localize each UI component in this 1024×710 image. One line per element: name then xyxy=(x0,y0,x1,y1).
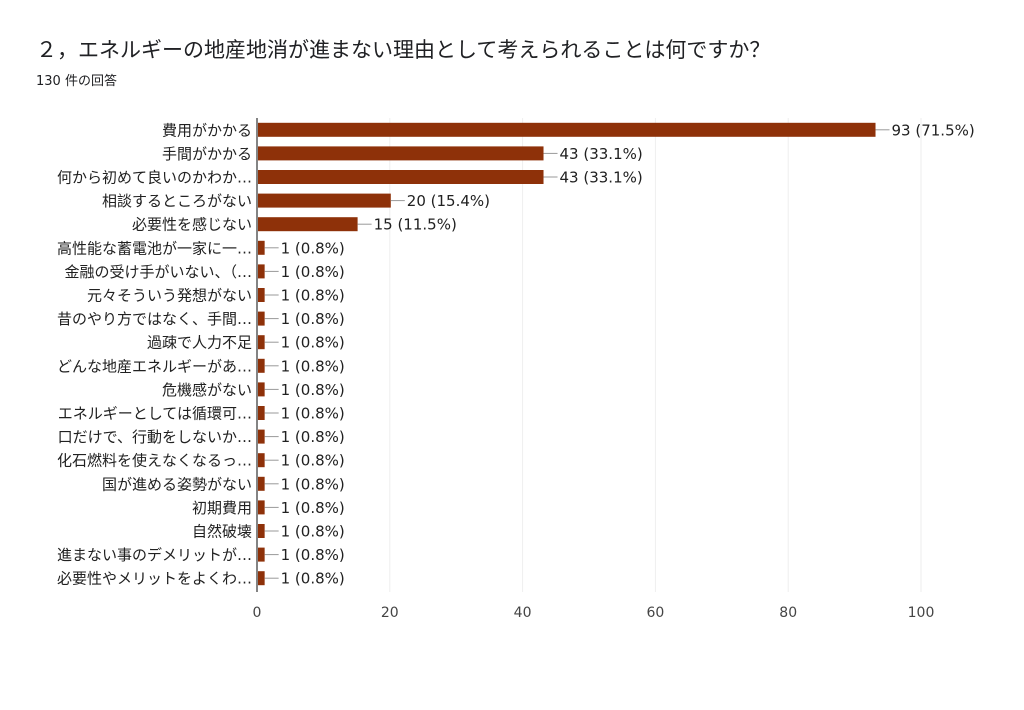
category-label: 手間がかかる xyxy=(162,145,252,163)
value-label: 1 (0.8%) xyxy=(281,334,345,352)
x-tick-labels: 0 20 40 60 80 100 xyxy=(253,605,935,621)
bar xyxy=(258,217,358,232)
bar xyxy=(258,193,391,208)
category-label: 初期費用 xyxy=(192,499,252,517)
x-tick-label: 60 xyxy=(646,605,664,621)
value-label: 1 (0.8%) xyxy=(281,546,345,564)
grid-lines xyxy=(389,118,922,592)
value-label: 1 (0.8%) xyxy=(281,405,345,423)
bars xyxy=(258,122,876,586)
value-label: 1 (0.8%) xyxy=(281,570,345,588)
bar xyxy=(258,170,544,184)
category-label: 昔のやり方ではなく、手間… xyxy=(57,310,252,328)
value-label: 1 (0.8%) xyxy=(281,239,345,257)
bar xyxy=(258,264,265,279)
value-label: 15 (11.5%) xyxy=(374,216,457,234)
value-label: 93 (71.5%) xyxy=(892,121,975,139)
bar xyxy=(258,571,265,586)
bar xyxy=(258,311,265,326)
category-label: 必要性を感じない xyxy=(132,216,252,234)
value-label: 1 (0.8%) xyxy=(281,475,345,493)
category-label: 何から初めて良いのかわか… xyxy=(57,169,252,187)
bar xyxy=(258,358,265,373)
category-label: どんな地産エネルギーがあ… xyxy=(57,357,252,375)
value-label: 1 (0.8%) xyxy=(281,357,345,375)
bar xyxy=(258,240,265,255)
bar xyxy=(258,382,265,397)
category-label: 進まない事のデメリットが… xyxy=(57,546,252,564)
bar xyxy=(258,429,265,444)
category-label: 危機感がない xyxy=(162,381,252,399)
x-tick-label: 100 xyxy=(908,605,935,621)
bar xyxy=(258,146,544,161)
value-label: 1 (0.8%) xyxy=(281,523,345,541)
bar xyxy=(258,547,265,562)
x-tick-label: 20 xyxy=(381,605,399,621)
bar xyxy=(258,524,265,538)
category-label: 自然破壊 xyxy=(192,523,252,541)
bar xyxy=(258,122,876,137)
bar xyxy=(258,453,265,468)
category-label: 高性能な蓄電池が一家に一… xyxy=(57,239,252,257)
category-label: 口だけで、行動をしないか… xyxy=(58,428,252,446)
value-label: 1 (0.8%) xyxy=(281,381,345,399)
bar xyxy=(258,406,265,420)
category-label: 費用がかかる xyxy=(162,121,252,139)
value-label: 1 (0.8%) xyxy=(281,499,345,517)
bar xyxy=(258,476,265,491)
category-label: 金融の受け手がいない、（… xyxy=(64,263,252,281)
x-tick-label: 40 xyxy=(514,605,532,621)
category-label: 国が進める姿勢がない xyxy=(102,475,252,493)
category-label: エネルギーとしては循環可… xyxy=(58,405,252,423)
category-label: 相談するところがない xyxy=(102,192,252,210)
x-tick-label: 80 xyxy=(779,605,797,621)
value-label: 1 (0.8%) xyxy=(281,428,345,446)
x-tick-label: 0 xyxy=(253,605,262,621)
response-count: 130 件の回答 xyxy=(36,74,117,89)
category-label: 化石燃料を使えなくなるっ… xyxy=(57,452,252,470)
value-label: 43 (33.1%) xyxy=(560,169,643,187)
value-labels: 93 (71.5%) 43 (33.1%) 43 (33.1%) 20 (15.4%)… xyxy=(264,121,975,588)
value-label: 1 (0.8%) xyxy=(281,263,345,281)
value-label: 1 (0.8%) xyxy=(281,287,345,305)
category-label: 過疎で人力不足 xyxy=(147,334,252,352)
value-label: 1 (0.8%) xyxy=(281,310,345,328)
category-label: 必要性やメリットをよくわ… xyxy=(57,570,252,588)
bar xyxy=(258,500,265,515)
question-title: ２，エネルギーの地産地消が進まない理由として考えられることは何ですか？ xyxy=(36,38,771,62)
value-label: 43 (33.1%) xyxy=(560,145,643,163)
bar xyxy=(258,288,265,302)
value-label: 1 (0.8%) xyxy=(281,452,345,470)
value-label: 20 (15.4%) xyxy=(407,192,490,210)
category-label: 元々そういう発想がない xyxy=(87,287,252,305)
bar xyxy=(258,335,265,350)
